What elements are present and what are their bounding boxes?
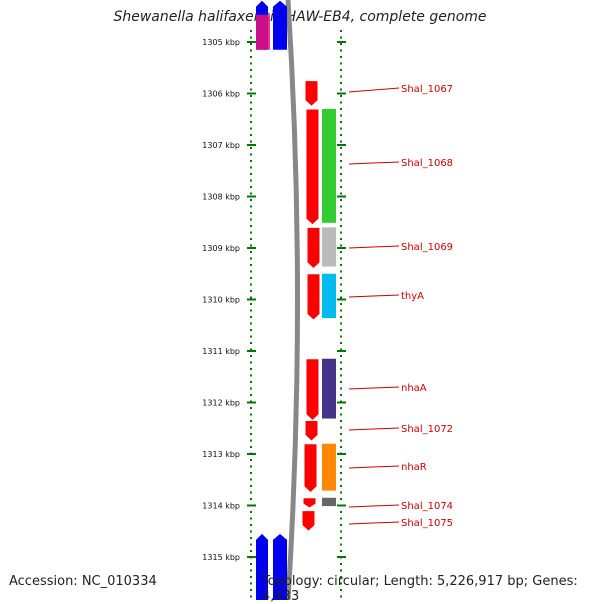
tick-label: 1306 kbp	[202, 90, 240, 99]
gene-arrow[interactable]	[302, 497, 317, 509]
gene-arrow[interactable]	[306, 273, 321, 321]
gene-arrow[interactable]	[305, 358, 320, 422]
gene-leader-line	[348, 87, 400, 93]
gene-label[interactable]: Shal_1072	[401, 424, 453, 435]
tick-label: 1314 kbp	[202, 502, 240, 511]
gene-arrow[interactable]	[304, 420, 319, 442]
gene-arrow-reverse[interactable]	[256, 533, 268, 600]
gene-label[interactable]: Shal_1074	[401, 501, 453, 512]
tick-label: 1311 kbp	[202, 347, 240, 356]
gene-label[interactable]: nhaA	[401, 383, 427, 394]
tick-label: 1312 kbp	[202, 399, 240, 408]
gene-category-box	[256, 14, 270, 50]
accession-text: Accession: NC_010334	[9, 574, 157, 589]
gene-label[interactable]: Shal_1075	[401, 518, 453, 529]
gene-label[interactable]: Shal_1069	[401, 242, 453, 253]
gene-leader-line	[348, 504, 400, 508]
gene-label[interactable]: nhaR	[401, 462, 427, 473]
gene-arrow-reverse[interactable]	[273, 533, 287, 600]
tick-label: 1313 kbp	[202, 450, 240, 459]
gene-arrow-reverse[interactable]	[273, 0, 287, 50]
tick-label: 1308 kbp	[202, 193, 240, 202]
gene-category-box	[322, 108, 336, 223]
gene-leader-line	[348, 465, 400, 469]
gene-arrow[interactable]	[306, 226, 321, 270]
tick-label: 1315 kbp	[202, 553, 240, 562]
gene-leader-line	[348, 161, 400, 165]
gene-category-box	[322, 227, 336, 267]
tick-label: 1305 kbp	[202, 38, 240, 47]
tick-label: 1310 kbp	[202, 296, 240, 305]
gene-label[interactable]: Shal_1067	[401, 84, 453, 95]
gene-category-box	[322, 497, 336, 507]
gene-leader-line	[348, 294, 400, 298]
tick-label: 1309 kbp	[202, 244, 240, 253]
gene-label[interactable]: thyA	[401, 291, 424, 302]
sequence-backbone	[285, 0, 300, 600]
gene-label[interactable]: Shal_1068	[401, 158, 453, 169]
gene-arrow[interactable]	[303, 443, 318, 494]
gene-category-box	[322, 358, 336, 419]
gene-arrow[interactable]	[305, 108, 320, 226]
gene-leader-line	[348, 521, 400, 525]
gene-arrow[interactable]	[301, 510, 316, 532]
gene-leader-line	[348, 386, 400, 390]
gene-arrow[interactable]	[304, 80, 319, 108]
gene-category-box	[322, 273, 336, 319]
map-title: Shewanella halifaxensis HAW-EB4, complet…	[113, 9, 487, 25]
gene-leader-line	[348, 245, 400, 249]
gene-category-box	[322, 443, 336, 491]
gene-leader-line	[348, 427, 400, 431]
tick-label: 1307 kbp	[202, 141, 240, 150]
